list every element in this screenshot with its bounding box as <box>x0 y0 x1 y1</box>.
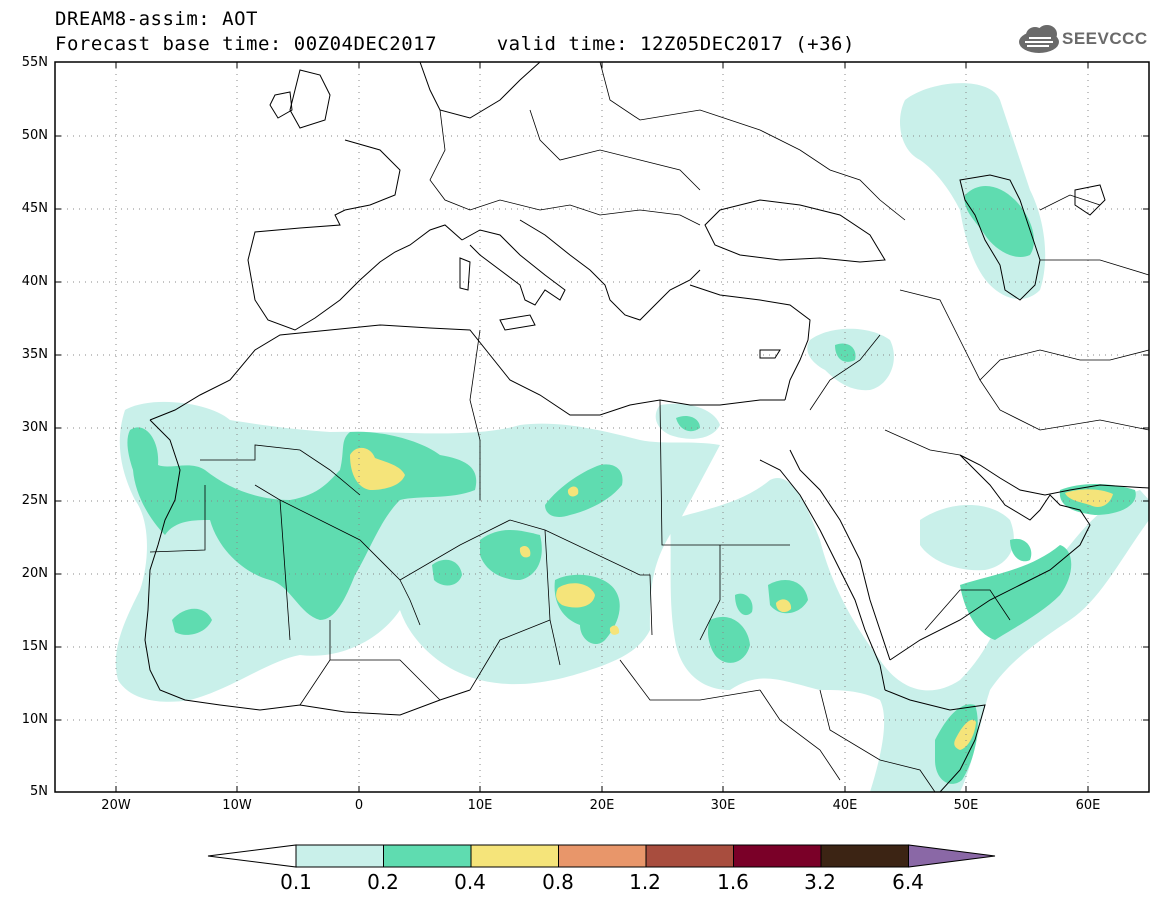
lat-label: 10N <box>21 712 48 727</box>
lat-label: 15N <box>21 639 48 654</box>
forecast-time-line: Forecast base time: 00Z04DEC2017 valid t… <box>55 33 855 55</box>
lon-label: 40E <box>832 798 858 813</box>
map-title: DREAM8-assim: AOT <box>55 8 258 30</box>
coastlines <box>144 62 1149 792</box>
lat-label: 30N <box>21 420 48 435</box>
colorbar-label: 3.2 <box>804 870 836 894</box>
lat-label: 5N <box>30 784 48 799</box>
lat-label: 20N <box>21 566 48 581</box>
lat-label: 55N <box>21 55 48 70</box>
lon-label: 10W <box>222 798 252 813</box>
seevccc-logo <box>1019 25 1059 53</box>
colorbar-label: 0.2 <box>367 870 399 894</box>
colorbar-label: 1.6 <box>717 870 749 894</box>
lat-label: 40N <box>21 274 48 289</box>
country-borders <box>149 62 1149 792</box>
lat-label: 45N <box>21 201 48 216</box>
colorbar-label: 1.2 <box>629 870 661 894</box>
lon-label: 30E <box>710 798 736 813</box>
aot-level3-area <box>350 447 1113 750</box>
lon-label: 10E <box>467 798 493 813</box>
logo-text: SEEVCCC <box>1062 29 1148 48</box>
colorbar-label: 0.1 <box>280 870 312 894</box>
lat-label: 50N <box>21 128 48 143</box>
colorbar-label: 0.8 <box>542 870 574 894</box>
colorbar-label: 0.4 <box>454 870 486 894</box>
colorbar-label: 6.4 <box>892 870 924 894</box>
lon-label: 50E <box>953 798 979 813</box>
lon-label: 20E <box>589 798 615 813</box>
lat-label: 35N <box>21 347 48 362</box>
lon-label: 0 <box>354 798 364 813</box>
lon-label: 20W <box>101 798 131 813</box>
axis-ticks <box>55 61 1149 793</box>
lat-label: 25N <box>21 493 48 508</box>
lon-label: 60E <box>1075 798 1101 813</box>
